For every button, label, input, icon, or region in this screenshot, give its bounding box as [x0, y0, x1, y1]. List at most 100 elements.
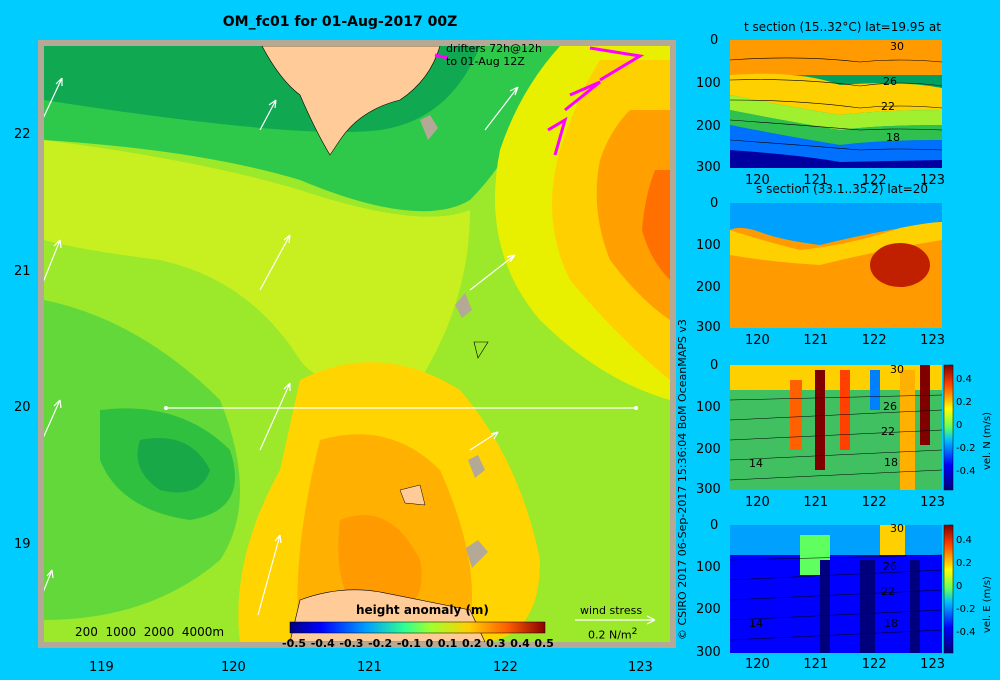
contour-label: 22 [881, 425, 895, 438]
panel-x-tick: 123 [920, 657, 945, 672]
s-section-title: s section (33.1..35.2) lat=20 [756, 182, 929, 196]
panel-x-tick: 120 [745, 495, 770, 510]
panel-y-tick: 300 [696, 645, 721, 660]
vel-cbar-tick: -0.2 [956, 443, 976, 454]
panel-y-tick: 0 [710, 196, 719, 211]
wind-arrows [44, 77, 656, 625]
s-section-panel [730, 203, 942, 328]
colorbar-tick: -0.3 [339, 637, 364, 650]
drifters-time-label: to 01-Aug 12Z [446, 55, 525, 68]
contour-label: 26 [883, 560, 897, 573]
panel-x-tick: 123 [920, 333, 945, 348]
vel-n-label: vel. N (m/s) [982, 412, 993, 470]
panel-y-tick: 200 [696, 119, 721, 134]
y-tick: 19 [14, 537, 31, 552]
panel-y-tick: 0 [710, 518, 719, 533]
y-tick: 20 [14, 400, 31, 415]
vel-e-panel [729, 525, 943, 653]
x-tick: 120 [221, 660, 246, 675]
colorbar-tick: 0.5 [534, 637, 554, 650]
colorbar-tick: 0.4 [510, 637, 530, 650]
contour-label: 22 [881, 585, 895, 598]
panel-y-tick: 300 [696, 160, 721, 175]
depth-legend: 200 1000 2000 4000m [75, 625, 225, 639]
panel-x-tick: 121 [803, 173, 829, 188]
panel-x-tick: 123 [920, 173, 945, 188]
page-title: OM_fc01 for 01-Aug-2017 00Z [222, 14, 458, 30]
colorbar-label: height anomaly (m) [356, 603, 489, 617]
y-tick: 22 [14, 127, 31, 142]
vel-n-colorbar [943, 364, 954, 491]
panel-x-tick: 122 [861, 657, 887, 672]
wind-stress-exponent: 2 [631, 626, 638, 637]
panel-y-tick: 200 [696, 280, 721, 295]
x-tick: 123 [628, 660, 653, 675]
colorbar-tick: -0.5 [282, 637, 307, 650]
colorbar-tick: 0.3 [486, 637, 506, 650]
panel-y-tick: 0 [710, 358, 719, 373]
contour-label: 18 [884, 617, 898, 630]
panel-y-tick: 300 [696, 320, 721, 335]
panel-x-tick: 122 [861, 333, 887, 348]
colorbar-tick: 0.1 [437, 637, 458, 650]
panel-y-tick: 100 [696, 400, 721, 415]
panel-x-tick: 123 [920, 495, 945, 510]
panel-y-tick: 100 [696, 560, 721, 575]
height-colorbar [289, 621, 546, 634]
panel-y-tick: 0 [710, 33, 719, 48]
panel-y-tick: 200 [696, 602, 721, 617]
x-tick: 119 [89, 660, 114, 675]
contour-label: 22 [881, 100, 895, 113]
vel-cbar-tick: -0.4 [956, 627, 976, 638]
panel-x-tick: 121 [803, 657, 829, 672]
panel-y-tick: 300 [696, 482, 721, 497]
t-section-title: t section (15..32°C) lat=19.95 at [744, 20, 941, 34]
vel-cbar-tick: -0.4 [956, 466, 976, 477]
vel-cbar-tick: 0.2 [956, 558, 972, 569]
contour-label: 30 [890, 40, 904, 53]
vel-cbar-tick: -0.2 [956, 604, 976, 615]
credit-text: © CSIRO 2017 06-Sep-2017 15:36:04 BoM Oc… [676, 319, 689, 640]
vel-cbar-tick: 0 [956, 581, 963, 592]
t-section-panel [729, 40, 943, 168]
wind-stress-unit: 0.2 N/m [588, 628, 632, 642]
wind-stress-value: 0.2 N/m2 [588, 626, 637, 642]
vel-cbar-tick: 0.4 [956, 374, 972, 385]
vel-cbar-tick: 0.2 [956, 397, 972, 408]
panel-x-tick: 122 [861, 495, 887, 510]
panel-x-tick: 122 [861, 173, 887, 188]
contour-label: 18 [884, 456, 898, 469]
vel-cbar-tick: 0.4 [956, 535, 972, 546]
colorbar-tick: -0.2 [368, 637, 393, 650]
land-mass [261, 46, 441, 156]
colorbar-tick: -0.4 [310, 637, 335, 650]
wind-stress-label: wind stress [580, 604, 643, 617]
x-tick: 121 [357, 660, 382, 675]
vel-e-label: vel. E (m/s) [982, 576, 993, 633]
panel-y-tick: 100 [696, 76, 721, 91]
vel-n-panel [729, 365, 943, 490]
y-tick: 21 [14, 264, 31, 279]
panel-x-tick: 120 [745, 173, 770, 188]
panel-y-tick: 100 [696, 238, 721, 253]
colorbar-tick: 0 [425, 637, 434, 650]
colorbar-tick: 0.2 [461, 637, 482, 650]
vel-cbar-tick: 0 [956, 420, 963, 431]
colorbar-tick: -0.1 [396, 637, 421, 650]
panel-x-tick: 121 [803, 495, 829, 510]
drifters-label: drifters 72h@12h [446, 42, 543, 55]
contour-label: 26 [883, 75, 897, 88]
panel-x-tick: 120 [745, 657, 770, 672]
contour-label: 14 [749, 617, 763, 630]
contour-label: 30 [890, 522, 904, 535]
height-anomaly-field [44, 46, 670, 642]
vel-e-colorbar [943, 524, 954, 654]
contour-label: 26 [883, 400, 897, 413]
contour-label: 18 [886, 131, 900, 144]
panel-x-tick: 120 [745, 333, 770, 348]
drifter-tracks [434, 46, 645, 156]
contour-label: 30 [890, 363, 904, 376]
contour-label: 14 [749, 457, 763, 470]
x-tick: 122 [493, 660, 518, 675]
